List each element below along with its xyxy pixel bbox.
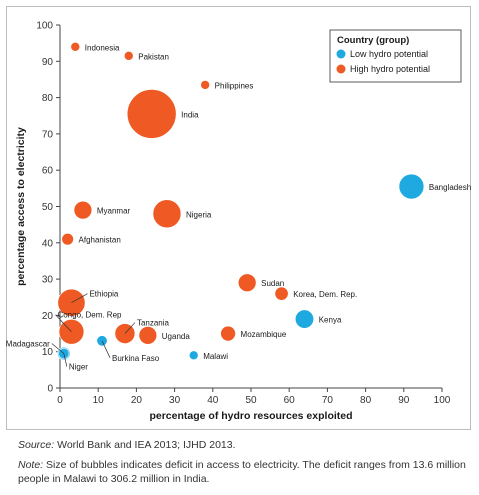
point-label: Nigeria: [186, 210, 212, 219]
legend-box: [329, 29, 462, 83]
point-label: Sudan: [261, 279, 284, 288]
x-tick-label: 40: [207, 395, 219, 406]
y-tick-label: 60: [42, 166, 54, 177]
x-tick-label: 80: [360, 395, 372, 406]
point-label: Madagascar: [6, 340, 50, 349]
point-label: Indonesia: [85, 43, 120, 52]
x-tick-label: 10: [93, 395, 105, 406]
x-tick-label: 50: [245, 395, 257, 406]
leader-line: [124, 322, 136, 334]
bubble-korea-dem-rep-: [274, 286, 289, 301]
leader-line: [101, 340, 111, 358]
legend-title: Country (group): [337, 35, 409, 46]
point-label: Korea, Dem. Rep.: [293, 290, 357, 299]
y-tick-label: 80: [42, 93, 54, 104]
chart-frame: [6, 6, 471, 430]
chart-axes: 0 10 20 30 40 50 60 70 80 90 100 0 10 20 30 40 50 60 70 80 9…: [36, 21, 450, 407]
note-label: Note:: [18, 459, 44, 471]
x-tick-label: 90: [398, 395, 410, 406]
y-tick-label: 20: [42, 311, 54, 322]
x-tick-label: 20: [131, 395, 143, 406]
y-tick-label: 100: [36, 21, 53, 32]
bubble-philippines: [200, 80, 210, 90]
note-caption: Note: Size of bubbles indicates deficit …: [18, 458, 468, 486]
bubble-sudan: [237, 273, 257, 292]
legend-entry: Low hydro potential: [350, 49, 428, 59]
chart-legend: Country (group) Low hydro potential High h…: [329, 29, 462, 83]
point-label: Ethiopia: [89, 290, 118, 299]
point-label: Myanmar: [97, 207, 131, 216]
leader-line: [63, 353, 68, 367]
y-axis-label: percentage access to electricity: [15, 127, 27, 286]
point-label: Niger: [69, 363, 88, 372]
y-tick-label: 0: [47, 384, 53, 395]
source-text: World Bank and IEA 2013; IJHD 2013.: [54, 439, 236, 451]
leader-line: [51, 343, 65, 354]
point-label: Congo, Dem. Rep: [57, 311, 122, 320]
point-label: India: [181, 110, 199, 119]
bubble-kenya: [294, 309, 315, 329]
x-tick-label: 0: [57, 395, 63, 406]
y-tick-label: 30: [42, 275, 54, 286]
bubble-chart: 0 10 20 30 40 50 60 70 80 90 100 0 10 20 30 40 50 60 70 80 9…: [6, 21, 471, 423]
point-label: Burkina Faso: [112, 354, 160, 363]
point-label: Philippines: [215, 81, 254, 90]
legend-swatch: [336, 49, 346, 59]
note-text: Size of bubbles indicates deficit in acc…: [18, 459, 466, 485]
source-caption: Source: World Bank and IEA 2013; IJHD 20…: [18, 438, 468, 452]
source-label: Source:: [18, 439, 55, 451]
y-tick-label: 90: [42, 57, 54, 68]
point-label: Bangladesh: [429, 183, 471, 192]
x-tick-label: 30: [169, 395, 181, 406]
x-axis-label: percentage of hydro resources exploited: [149, 410, 352, 422]
point-label: Tanzania: [137, 319, 170, 328]
bubble-afghanistan: [61, 232, 74, 246]
bubble-bangladesh: [398, 173, 425, 200]
point-label: Uganda: [162, 332, 191, 341]
bubble-indonesia: [70, 41, 81, 52]
y-tick-label: 10: [42, 347, 54, 358]
point-label: Kenya: [319, 316, 342, 325]
bubble-uganda: [138, 326, 158, 345]
point-label: Mozambique: [241, 330, 287, 339]
legend-swatch: [336, 64, 346, 74]
bubble-malawi: [188, 350, 199, 361]
bubble-myanmar: [73, 200, 93, 220]
x-tick-label: 100: [434, 395, 451, 406]
x-tick-label: 60: [284, 395, 296, 406]
point-label: Afghanistan: [79, 236, 121, 245]
bubble-pakistan: [123, 51, 134, 61]
y-tick-label: 50: [42, 202, 54, 213]
point-label: Malawi: [203, 352, 228, 361]
leader-line: [71, 293, 88, 304]
legend-entry: High hydro potential: [350, 64, 430, 74]
bubble-india: [126, 89, 177, 139]
bubble-mozambique: [220, 325, 236, 342]
point-label: Pakistan: [138, 52, 169, 61]
y-tick-label: 40: [42, 238, 54, 249]
y-tick-label: 70: [42, 129, 54, 140]
bubble-nigeria: [152, 199, 182, 229]
leader-line: [55, 314, 72, 332]
chart-labels: Indonesia Pakistan Philippines India Banglad…: [6, 43, 471, 371]
x-tick-label: 70: [322, 395, 334, 406]
